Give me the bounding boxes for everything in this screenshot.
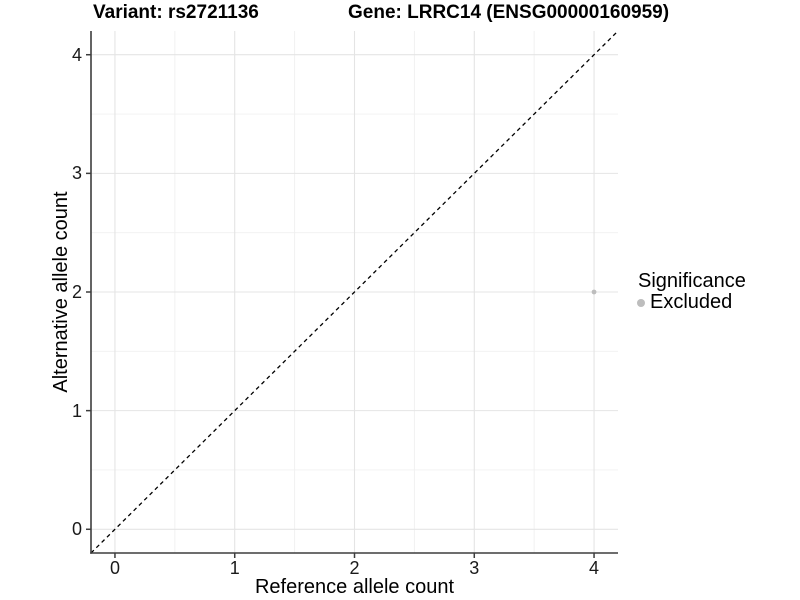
y-tick-label: 4 xyxy=(71,44,82,65)
variant-title: Variant: rs2721136 xyxy=(93,2,259,23)
gene-title: Gene: LRRC14 (ENSG00000160959) xyxy=(348,2,670,23)
legend-entry: Excluded xyxy=(636,292,746,313)
legend: Significance Excluded xyxy=(636,271,746,313)
identity-line xyxy=(90,30,619,554)
legend-entries: Excluded xyxy=(636,292,746,313)
legend-key-dot xyxy=(637,298,645,307)
y-axis-title: Alternative allele count xyxy=(50,191,72,393)
x-tick-label: 3 xyxy=(469,558,480,578)
y-tick-label: 3 xyxy=(71,163,82,184)
x-tick-label: 1 xyxy=(229,558,240,578)
legend-entry-label: Excluded xyxy=(650,291,733,313)
x-axis-title: Reference allele count xyxy=(254,576,454,598)
x-tick-label: 4 xyxy=(589,558,600,578)
y-tick-label: 2 xyxy=(71,282,82,302)
x-tick-label: 0 xyxy=(109,558,120,578)
legend-title: Significance xyxy=(638,270,746,292)
data-point xyxy=(591,289,597,295)
x-tick-label: 2 xyxy=(349,558,360,578)
y-tick-label: 1 xyxy=(71,400,82,421)
y-tick-label: 0 xyxy=(71,519,82,540)
